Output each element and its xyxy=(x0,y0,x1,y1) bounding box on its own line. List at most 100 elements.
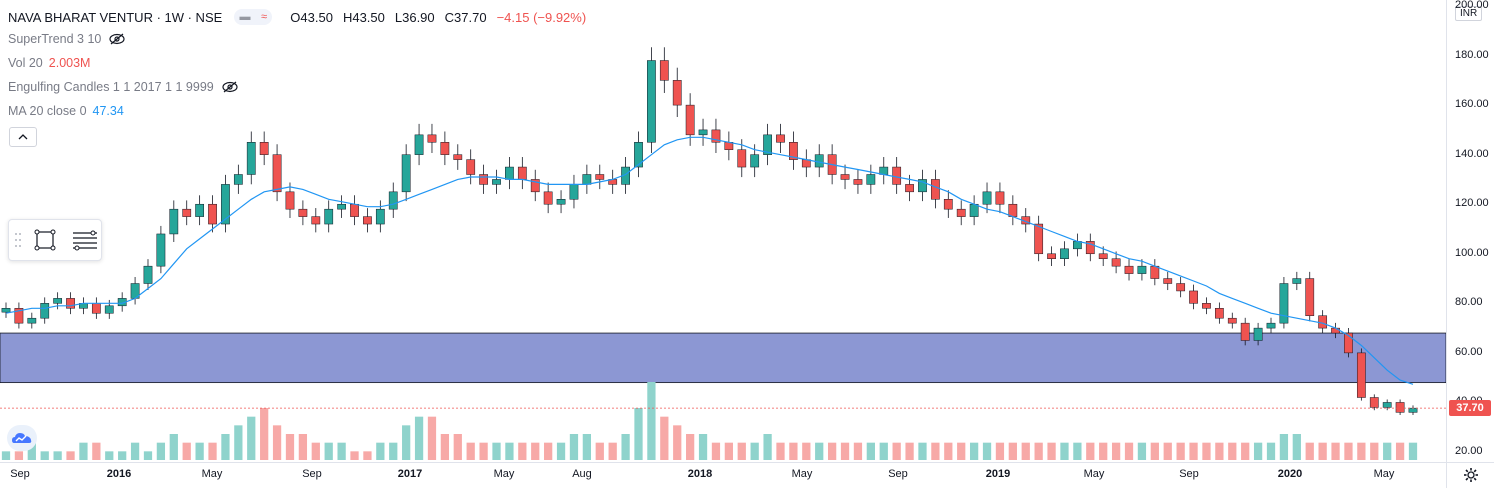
collapse-legend-button[interactable] xyxy=(9,127,37,147)
volume-bar xyxy=(1099,442,1108,460)
price-axis[interactable]: INR 200.00 180.00 160.00 140.00 120.00 100.00… xyxy=(1446,0,1494,462)
supertrend-label: SuperTrend 3 10 xyxy=(8,32,102,46)
volume-bar xyxy=(1383,442,1392,460)
volume-bar xyxy=(363,451,372,460)
gear-icon[interactable] xyxy=(1463,467,1479,483)
volume-label: Vol 20 xyxy=(8,56,43,70)
time-tick-label: Aug xyxy=(572,468,592,480)
volume-bar xyxy=(14,451,24,460)
last-price-label: 37.70 xyxy=(1449,400,1491,416)
time-tick-label: Sep xyxy=(10,468,30,480)
candle-body xyxy=(1292,278,1302,284)
candle-body xyxy=(104,305,114,314)
supertrend-legend[interactable]: SuperTrend 3 10 xyxy=(8,32,125,46)
drawing-toolbox[interactable] xyxy=(8,219,102,261)
volume-bar xyxy=(1395,442,1405,460)
volume-value: 2.003M xyxy=(48,56,91,70)
volume-bar xyxy=(866,442,875,460)
time-tick-label: 2016 xyxy=(106,468,132,480)
volume-bar xyxy=(711,442,721,460)
candle-body xyxy=(1214,308,1224,319)
eye-hidden-icon[interactable] xyxy=(222,81,238,93)
candle-body xyxy=(1176,283,1186,292)
volume-bar xyxy=(1228,442,1237,460)
candle-body xyxy=(143,265,153,284)
candle-body xyxy=(195,203,205,217)
volume-bar xyxy=(376,442,385,460)
candle-body xyxy=(66,298,75,309)
dash-icon: ▬ xyxy=(239,11,251,23)
candle-body xyxy=(169,208,179,235)
volume-bar xyxy=(1292,434,1301,460)
volume-bar xyxy=(969,442,979,460)
volume-bar xyxy=(1305,442,1314,460)
candle-body xyxy=(789,142,798,160)
candle-body xyxy=(1382,402,1392,408)
volume-bar xyxy=(105,451,114,460)
symbol-title[interactable]: NAVA BHARAT VENTUR · 1W · NSE xyxy=(8,9,223,25)
demand-zone[interactable] xyxy=(0,332,1447,384)
price-tick-label: 140.00 xyxy=(1455,147,1489,160)
volume-bar xyxy=(634,408,643,460)
chart-pane[interactable]: NAVA BHARAT VENTUR · 1W · NSE ▬ ≈ O43.50… xyxy=(0,0,1447,462)
drag-handle-icon[interactable] xyxy=(13,229,23,251)
volume-bar xyxy=(750,442,759,460)
tradingview-logo[interactable] xyxy=(7,425,37,451)
candle-body xyxy=(1098,253,1108,259)
volume-bar xyxy=(260,408,269,460)
candle-body xyxy=(698,129,708,136)
volume-bar xyxy=(1370,442,1379,460)
candle-body xyxy=(401,154,411,193)
candle-body xyxy=(388,191,398,210)
candle-body xyxy=(1034,223,1044,255)
wave-icon: ≈ xyxy=(261,11,268,23)
legend-pill[interactable]: ▬ ≈ xyxy=(234,9,273,25)
volume-bar xyxy=(1150,442,1159,460)
candle-body xyxy=(1111,258,1121,267)
volume-bar xyxy=(518,442,527,460)
candle-body xyxy=(1344,332,1353,354)
candle-body xyxy=(14,308,24,324)
candle-body xyxy=(1,308,11,313)
ma-legend[interactable]: MA 20 close 0 47.34 xyxy=(8,104,124,118)
settings-corner[interactable] xyxy=(1446,462,1494,488)
candle-body xyxy=(1124,265,1134,274)
candle-body xyxy=(311,216,321,225)
lines-tool-icon[interactable] xyxy=(71,228,99,252)
candle-body xyxy=(1266,322,1276,329)
time-axis[interactable]: Sep 2016 May Sep 2017 May Aug 2018 May Sep 2019 May… xyxy=(0,462,1446,488)
volume-bar xyxy=(544,442,553,460)
candle-body xyxy=(1369,397,1379,408)
volume-bar xyxy=(1408,442,1418,460)
candle-body xyxy=(156,233,166,267)
volume-bar xyxy=(789,442,798,460)
candle-body xyxy=(685,104,695,136)
volume-bar xyxy=(1073,442,1082,460)
candle-body xyxy=(1305,278,1315,316)
volume-bar xyxy=(492,442,501,460)
rectangle-tool-icon[interactable] xyxy=(33,228,57,252)
ohlc-high: H43.50 xyxy=(342,9,385,25)
candle-body xyxy=(1189,290,1198,304)
candle-body xyxy=(982,191,992,205)
candle-body xyxy=(259,142,269,155)
volume-bar xyxy=(453,434,462,460)
candle-body xyxy=(1047,253,1056,259)
candle-body xyxy=(182,208,192,217)
eye-hidden-icon[interactable] xyxy=(109,33,125,45)
candle-body xyxy=(479,174,488,185)
currency-badge[interactable]: INR xyxy=(1455,6,1483,21)
candle-body xyxy=(1060,248,1069,259)
candle-body xyxy=(1240,322,1250,341)
volume-legend[interactable]: Vol 20 2.003M xyxy=(8,56,90,70)
price-chart[interactable] xyxy=(0,0,1447,462)
volume-bar xyxy=(827,442,837,460)
candle-body xyxy=(272,154,282,193)
candle-body xyxy=(943,199,953,210)
chevron-up-icon xyxy=(18,134,28,140)
volume-bar xyxy=(957,442,966,460)
candle-body xyxy=(776,134,785,143)
engulfing-legend[interactable]: Engulfing Candles 1 1 2017 1 1 9999 xyxy=(8,80,238,94)
candle-body xyxy=(492,179,501,185)
volume-bar xyxy=(195,442,204,460)
